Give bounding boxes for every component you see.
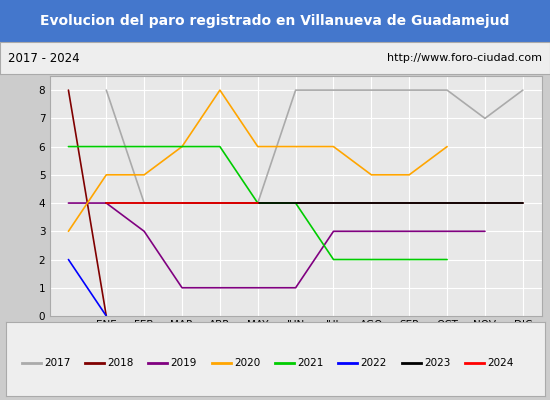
Text: http://www.foro-ciudad.com: http://www.foro-ciudad.com — [387, 53, 542, 63]
Text: 2017 - 2024: 2017 - 2024 — [8, 52, 80, 64]
Text: 2019: 2019 — [170, 358, 197, 368]
Text: 2021: 2021 — [297, 358, 323, 368]
Text: 2018: 2018 — [107, 358, 134, 368]
Text: Evolucion del paro registrado en Villanueva de Guadamejud: Evolucion del paro registrado en Villanu… — [40, 14, 510, 28]
Text: 2022: 2022 — [360, 358, 387, 368]
Text: 2023: 2023 — [424, 358, 450, 368]
Text: 2024: 2024 — [487, 358, 514, 368]
Text: 2017: 2017 — [44, 358, 70, 368]
Text: 2020: 2020 — [234, 358, 260, 368]
